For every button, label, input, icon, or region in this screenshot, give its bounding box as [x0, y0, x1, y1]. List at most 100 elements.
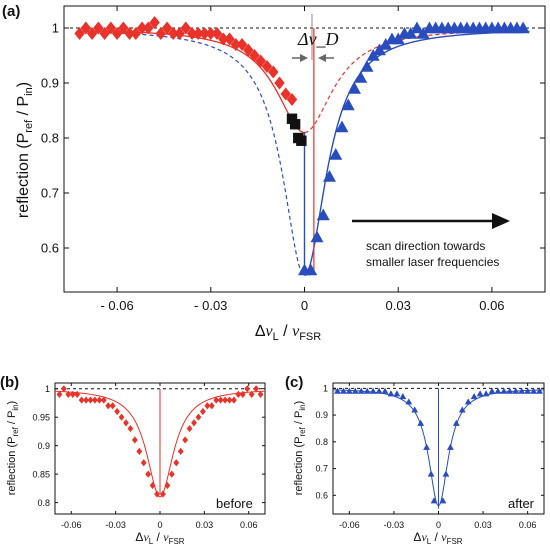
- data-point-triangle: [360, 60, 374, 72]
- data-point-triangle: [341, 98, 355, 111]
- data-point-diamond: [248, 390, 255, 398]
- y-tick-label: 0.7: [41, 186, 59, 201]
- data-point-diamond: [149, 481, 156, 490]
- panel-a-annotations: Δν_D scan direction towards smaller lase…: [292, 14, 510, 269]
- data-point-triangle: [347, 82, 361, 94]
- scan-text-line1: scan direction towards: [366, 239, 485, 253]
- data-point-diamond: [96, 396, 103, 404]
- y-tick-label: 1: [52, 21, 59, 36]
- y-tick-label: 0.85: [32, 469, 50, 479]
- data-point-triangle: [316, 208, 330, 221]
- panel-c-after-label: after: [508, 496, 535, 511]
- data-point-triangle: [354, 71, 368, 83]
- panel-b-label: (b): [0, 374, 19, 391]
- data-point-diamond: [74, 27, 85, 40]
- delta-nu-d-left-arrowhead: [300, 54, 308, 62]
- fit-curve-red-solid: [95, 30, 305, 134]
- y-tick-label: 0.6: [41, 241, 59, 256]
- data-point-diamond: [145, 470, 152, 478]
- y-tick-label: 0.9: [37, 441, 50, 451]
- data-point-diamond: [226, 396, 233, 404]
- data-point-diamond: [105, 21, 117, 35]
- data-point-diamond: [164, 481, 171, 490]
- data-point-triangle: [458, 406, 466, 413]
- data-point-diamond: [93, 21, 104, 35]
- x-tick-label: 0: [157, 520, 162, 530]
- data-point-diamond: [83, 396, 89, 404]
- data-point-diamond: [140, 459, 147, 467]
- data-point-diamond: [105, 402, 112, 410]
- y-tick-label: 0.9: [41, 76, 59, 91]
- data-point-triangle: [470, 392, 478, 400]
- data-point-square: [296, 135, 307, 146]
- data-point-diamond: [65, 390, 72, 398]
- data-point-triangle: [464, 398, 472, 405]
- data-point-triangle: [399, 392, 407, 400]
- data-point-diamond: [239, 390, 246, 398]
- data-point-diamond: [118, 21, 129, 35]
- data-point-diamond: [111, 27, 123, 40]
- data-point-triangle: [345, 387, 353, 394]
- data-point-triangle: [536, 387, 543, 394]
- data-point-diamond: [80, 21, 92, 35]
- y-tick-label: 0.6: [315, 490, 328, 500]
- data-point-triangle: [410, 21, 424, 34]
- data-point-diamond: [87, 396, 94, 404]
- data-point-triangle: [476, 390, 484, 397]
- y-tick-label: 0.8: [41, 131, 59, 146]
- data-point-diamond: [155, 27, 167, 40]
- data-point-diamond: [213, 396, 220, 404]
- x-tick-label: -0.03: [105, 520, 126, 530]
- fit-curve-red: [54, 390, 266, 498]
- data-point-diamond: [255, 54, 266, 68]
- data-point-diamond: [253, 385, 260, 393]
- data-point-diamond: [200, 407, 206, 416]
- data-point-diamond: [222, 396, 228, 404]
- data-point-diamond: [168, 470, 175, 478]
- y-tick-label: 0.8: [315, 437, 328, 447]
- delta-nu-d-label: Δν_D: [297, 29, 339, 49]
- data-point-triangle: [411, 406, 419, 413]
- data-point-triangle: [304, 263, 318, 276]
- data-point-diamond: [177, 447, 184, 455]
- data-point-square: [289, 119, 301, 130]
- data-point-triangle: [442, 470, 450, 477]
- data-point-diamond: [280, 87, 291, 101]
- y-tick-label: 1: [45, 384, 50, 394]
- data-point-triangle: [375, 387, 383, 394]
- data-point-diamond: [204, 402, 211, 410]
- data-point-diamond: [243, 43, 254, 57]
- data-point-diamond: [78, 396, 85, 404]
- data-point-triangle: [393, 390, 401, 397]
- data-point-triangle: [427, 470, 435, 477]
- data-point-triangle: [335, 120, 349, 133]
- data-point-triangle: [488, 387, 496, 394]
- x-tick-label: - 0.06: [100, 298, 133, 313]
- data-point-triangle: [430, 497, 438, 504]
- y-tick-label: 0.95: [32, 412, 50, 422]
- data-point-triangle: [381, 387, 389, 394]
- data-point-triangle: [446, 443, 454, 450]
- y-tick-label: 0.9: [315, 410, 328, 420]
- x-tick-label: 0.03: [386, 298, 411, 313]
- x-tick-label: 0: [301, 298, 308, 313]
- data-point-triangle: [530, 387, 537, 394]
- data-point-triangle: [340, 387, 347, 394]
- data-point-triangle: [405, 398, 413, 405]
- data-point-diamond: [205, 27, 216, 40]
- data-point-diamond: [143, 21, 154, 35]
- x-tick-label: 0.06: [519, 520, 537, 530]
- data-point-diamond: [100, 396, 107, 404]
- panel-a-label: (a): [2, 3, 20, 20]
- data-point-diamond: [92, 396, 98, 404]
- data-point-diamond: [211, 27, 223, 40]
- scan-direction-arrowhead: [492, 213, 510, 229]
- data-point-diamond: [199, 27, 210, 40]
- data-point-triangle: [417, 419, 425, 426]
- data-point-diamond: [118, 413, 125, 421]
- data-point-triangle: [310, 230, 324, 243]
- data-point-triangle: [452, 419, 460, 426]
- data-point-triangle: [516, 21, 530, 34]
- data-point-diamond: [130, 27, 142, 40]
- data-point-diamond: [154, 490, 160, 498]
